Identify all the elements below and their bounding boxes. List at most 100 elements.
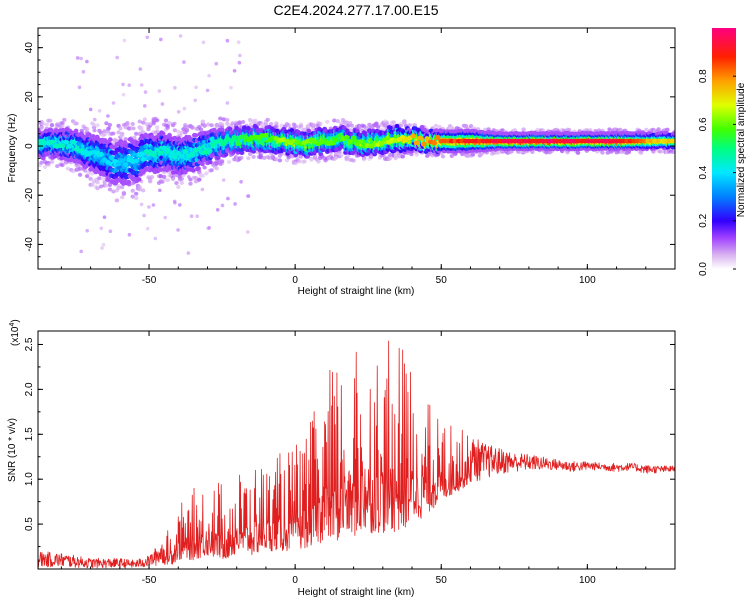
spectrogram-cell: [240, 120, 246, 124]
spectrogram-cell: [176, 110, 181, 114]
spectrogram-cell: [236, 40, 241, 44]
spectrogram-cell: [277, 158, 283, 163]
spectrogram-cell: [535, 127, 540, 132]
spectrogram-cell: [55, 122, 60, 127]
spectrogram-cell: [388, 152, 393, 157]
spectrogram-cell: [391, 120, 397, 125]
spectrogram-cell: [122, 38, 127, 43]
spectrogram-cell: [220, 203, 225, 208]
spectrogram-cell: [311, 122, 316, 127]
spectrogram-cell: [77, 172, 83, 177]
spectrogram-cell: [126, 179, 132, 185]
spectrogram-cell: [178, 203, 182, 207]
spectrogram-cell: [62, 117, 67, 122]
spectrogram-cell: [298, 124, 304, 129]
spectrogram-cell: [665, 127, 670, 132]
spectrogram-cell: [48, 118, 53, 123]
spectrogram-cell: [116, 185, 121, 190]
spectrogram-cell: [218, 116, 223, 121]
spectrogram-cell: [202, 165, 207, 170]
spectrogram-cell: [375, 124, 381, 129]
spectrogram-cell: [351, 158, 356, 163]
spectrogram-cell: [463, 124, 468, 129]
spectrogram-cell: [407, 123, 412, 128]
spectrogram-cell: [239, 155, 244, 160]
spectrogram-cell: [297, 159, 302, 164]
spectrogram-cell: [575, 150, 581, 155]
spectrogram-cell: [155, 118, 160, 123]
spectrogram-cell: [215, 208, 220, 212]
spectrogram-cell: [229, 85, 233, 90]
spectrogram-cell: [107, 182, 113, 187]
spectrogram-cell: [137, 185, 142, 190]
spectrogram-cell: [120, 195, 125, 200]
spectrogram-cell: [605, 150, 610, 155]
spectrogram-cell: [114, 198, 120, 203]
spectrogram-cell: [193, 133, 199, 138]
spectrogram-cell: [49, 159, 55, 164]
spectrogram-cell: [60, 159, 65, 164]
spectrogram-cell: [167, 133, 172, 138]
spectrogram-cell: [179, 130, 184, 135]
spectrogram-cell: [214, 61, 219, 66]
spectrogram-cell: [600, 150, 605, 155]
spectrogram-cell: [202, 123, 207, 128]
spectrogram-cell: [173, 121, 177, 126]
spectrogram-cell: [183, 123, 188, 128]
spectrogram-cell: [253, 118, 258, 123]
spectrogram-cell: [86, 132, 92, 137]
spectrogram-cell: [333, 156, 339, 161]
spectrogram-cell: [249, 122, 253, 126]
spectrogram-cell: [73, 128, 79, 133]
spectrogram-cell: [147, 205, 151, 209]
spectrogram-cell: [111, 189, 116, 194]
spectrogram-cell: [176, 129, 181, 134]
spectrogram-cell: [85, 228, 89, 233]
spectrogram-cell: [107, 137, 113, 142]
spectrogram-cell: [182, 60, 186, 64]
spectrogram-cell: [265, 117, 270, 122]
spectrogram-cell: [107, 126, 111, 130]
spectrogram-cell: [95, 186, 100, 191]
spectrogram-cell: [121, 82, 125, 87]
spectrogram-cell: [221, 117, 226, 122]
spectrogram-cell: [279, 123, 284, 128]
spectrogram-cell: [238, 53, 242, 58]
spectrogram-cell: [227, 126, 233, 132]
spectrogram-cell: [179, 180, 184, 185]
spectrogram-cell: [83, 168, 88, 173]
spectrogram-cell: [127, 83, 131, 87]
spectrogram-cell: [75, 56, 80, 60]
spectrogram-cell: [172, 128, 177, 133]
spectrogram-cell: [85, 59, 89, 64]
spectrogram-cell: [219, 122, 225, 127]
spectrogram-cell: [102, 129, 107, 134]
spectrogram-cell: [130, 194, 135, 199]
spectrogram-cell: [204, 171, 209, 176]
spectrogram-cell: [230, 121, 235, 126]
spectrogram-cell: [247, 117, 253, 122]
spectrogram-cell: [246, 194, 250, 198]
spectrogram-cell: [306, 128, 312, 134]
spectrogram-cell: [155, 125, 160, 130]
spectrogram-cell: [218, 162, 223, 166]
spectrogram-cell: [239, 180, 243, 184]
spectrogram-cell: [137, 119, 142, 124]
spectrogram-cell: [170, 177, 176, 182]
spectrogram-cell: [88, 107, 93, 112]
spectrogram-cell: [274, 157, 279, 162]
spectrogram-cell: [172, 199, 177, 204]
spectrogram-cell: [190, 168, 196, 173]
spectrogram-cell: [214, 124, 219, 129]
spectrogram-cell: [107, 187, 113, 192]
spectrogram-cell: [567, 127, 572, 132]
spectrogram-cell: [149, 175, 155, 179]
spectrogram-cell: [414, 152, 419, 157]
spectrogram-cell: [74, 121, 79, 126]
spectrogram-cell: [388, 125, 393, 131]
spectrogram-cell: [246, 126, 251, 131]
spectrogram-cell: [260, 122, 265, 127]
spectrogram-cell: [98, 184, 104, 189]
spectrogram-cell: [142, 117, 148, 122]
spectrogram-cell: [237, 60, 242, 65]
